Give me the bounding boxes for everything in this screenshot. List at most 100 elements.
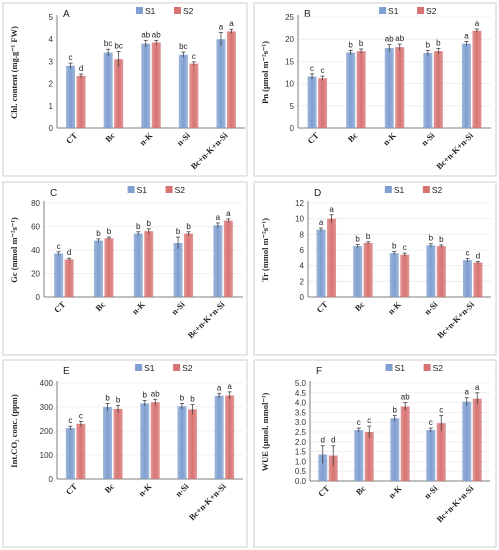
panel-frame xyxy=(253,359,497,548)
bar-S2-CT xyxy=(76,75,86,128)
legend-swatch-S2 xyxy=(173,7,181,14)
significance-letter: c xyxy=(465,249,469,258)
y-tick-label: 200 xyxy=(40,427,54,436)
significance-letter: a xyxy=(465,388,470,397)
significance-letter: a xyxy=(464,31,469,40)
panel-frame xyxy=(2,2,248,177)
legend-swatch-S1 xyxy=(379,7,387,14)
y-tick-label: 6 xyxy=(300,246,305,255)
significance-letter: b xyxy=(105,393,110,402)
bar-S2-n-Si xyxy=(189,63,199,129)
y-tick-label: 4 xyxy=(300,262,305,271)
y-tick-label: 3.5 xyxy=(295,408,307,417)
y-tick-label: 1.5 xyxy=(295,448,307,457)
legend-label-S1: S1 xyxy=(394,185,405,195)
significance-letter: c xyxy=(57,242,61,251)
significance-letter: c xyxy=(192,52,196,61)
y-tick-label: 0 xyxy=(300,293,305,302)
y-tick-label: 4 xyxy=(49,35,54,44)
bar-S2-CT xyxy=(327,218,337,297)
y-axis-label: Chl. content (mg.g⁻¹ FW) xyxy=(9,26,19,119)
legend-swatch-S2 xyxy=(165,186,173,193)
y-tick-label: 4.0 xyxy=(295,399,307,408)
legend-swatch-S1 xyxy=(384,186,392,193)
bar-S1-n-Si xyxy=(423,52,433,128)
significance-letter: ab xyxy=(151,389,160,398)
legend-label-S2: S2 xyxy=(426,6,437,16)
significance-letter: bc xyxy=(114,41,122,50)
bar-S2-n-Si xyxy=(436,423,446,481)
bar-S2-Bc xyxy=(113,408,123,479)
y-tick-label: 40 xyxy=(31,246,40,255)
y-axis-label: Pn (μmol m⁻²s⁻¹) xyxy=(260,41,270,104)
y-tick-label: 0 xyxy=(290,124,295,133)
bar-S2-Bc xyxy=(356,51,366,128)
legend-swatch-S2 xyxy=(173,364,181,371)
significance-letter: b xyxy=(176,227,181,236)
significance-letter: a xyxy=(219,23,224,32)
significance-letter: d xyxy=(79,64,83,73)
significance-letter: a xyxy=(475,383,480,392)
significance-letter: a xyxy=(475,19,480,28)
panel-letter: C xyxy=(50,188,57,199)
bar-S1-n-K xyxy=(133,233,143,297)
significance-letter: b xyxy=(429,234,434,243)
significance-letter: bc xyxy=(104,39,112,48)
y-tick-label: 1.0 xyxy=(295,457,307,466)
significance-letter: ab xyxy=(401,393,410,402)
bar-S1-n-Si xyxy=(426,430,436,481)
bar-S2-Bc xyxy=(363,242,373,297)
bar-S1-Bc+n-K+n-Si xyxy=(214,395,224,479)
bar-S1-CT xyxy=(307,76,317,128)
significance-letter: b xyxy=(186,222,191,231)
significance-letter: c xyxy=(310,64,314,73)
bar-S1-n-K xyxy=(140,403,150,479)
legend-label-S2: S2 xyxy=(175,185,186,195)
legend-label-S2: S2 xyxy=(182,363,193,373)
significance-letter: ab xyxy=(385,35,394,44)
y-axis-label: Gc (mmol m⁻²s⁻¹) xyxy=(9,217,19,283)
y-tick-label: 80 xyxy=(31,199,40,208)
significance-letter: c xyxy=(357,418,361,427)
bar-S2-Bc+n-K+n-Si xyxy=(473,262,483,297)
y-tick-label: 400 xyxy=(40,379,54,388)
panel-frame xyxy=(2,359,248,548)
y-axis-label: WUE (μmol. mmol⁻¹) xyxy=(260,393,270,472)
bar-S1-n-Si xyxy=(177,406,187,479)
bar-S1-Bc+n-K+n-Si xyxy=(216,39,226,129)
bar-S2-n-K xyxy=(400,406,410,481)
legend-label-S2: S2 xyxy=(432,185,443,195)
significance-letter: bc xyxy=(179,42,187,51)
bar-S2-CT xyxy=(76,423,86,479)
y-tick-label: 3 xyxy=(49,57,54,66)
bar-S1-Bc xyxy=(103,407,113,479)
y-axis-label: Int.CO₂ conc. (ppm) xyxy=(9,394,19,468)
bar-S1-CT xyxy=(318,454,328,481)
panel-letter: F xyxy=(316,366,322,377)
y-tick-label: 0 xyxy=(36,293,41,302)
y-tick-label: 0.5 xyxy=(295,467,307,476)
bar-S2-Bc xyxy=(104,238,114,297)
bar-S1-n-Si xyxy=(426,245,436,297)
significance-letter: a xyxy=(229,19,234,28)
bar-S1-CT xyxy=(66,65,76,128)
legend-swatch-S2 xyxy=(423,364,431,371)
bar-S2-n-K xyxy=(395,47,405,128)
significance-letter: a xyxy=(319,218,324,227)
significance-letter: b xyxy=(96,229,101,238)
legend-swatch-S1 xyxy=(135,7,143,14)
significance-letter: b xyxy=(392,242,397,251)
y-tick-label: 20 xyxy=(31,270,40,279)
significance-letter: a xyxy=(217,383,222,392)
y-tick-label: 15 xyxy=(285,57,294,66)
bar-S1-n-K xyxy=(389,253,399,297)
y-tick-label: 5 xyxy=(290,102,295,111)
y-tick-label: 100 xyxy=(40,451,54,460)
bar-S2-n-K xyxy=(151,42,161,128)
significance-letter: b xyxy=(107,227,112,236)
legend-label-S2: S2 xyxy=(183,6,194,16)
bar-S2-CT xyxy=(328,455,338,481)
bar-S2-n-Si xyxy=(184,233,194,297)
